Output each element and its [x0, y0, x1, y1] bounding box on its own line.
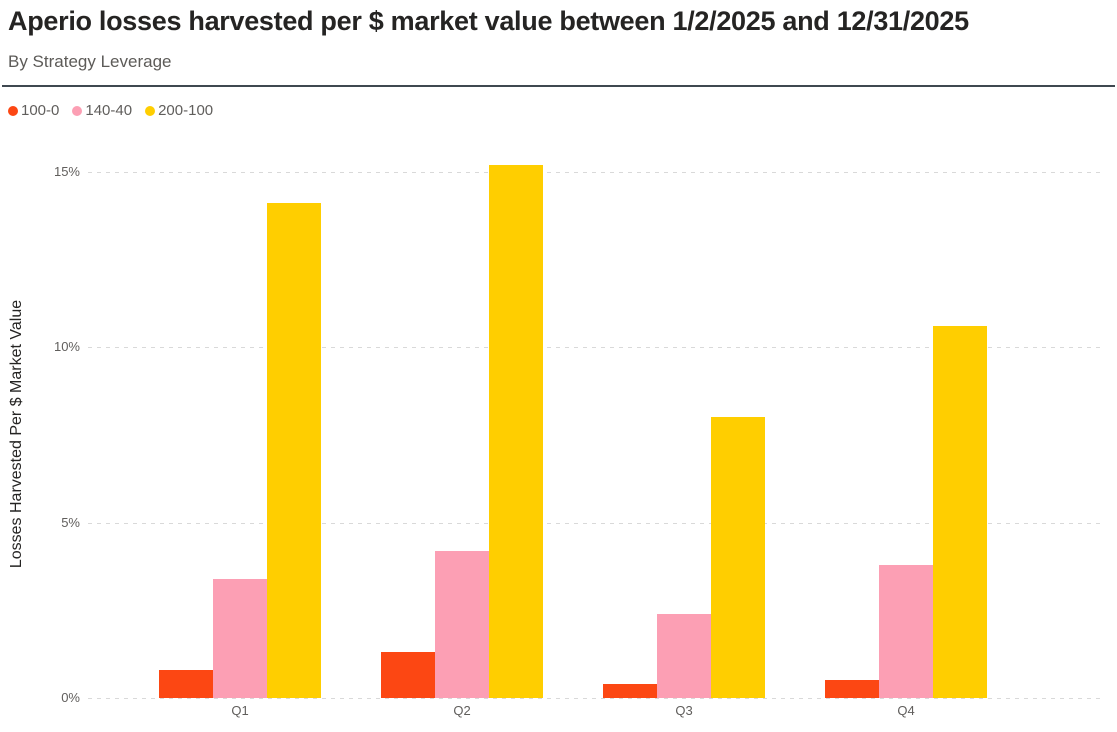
y-axis-tick-0%: 0%: [61, 690, 80, 705]
bar-q2-140-40[interactable]: [435, 551, 489, 698]
chart-legend: 100-0 140-40 200-100: [8, 102, 213, 119]
x-axis-label-q3: Q3: [675, 703, 693, 718]
bar-q2-100-0[interactable]: [381, 652, 435, 698]
legend-label: 140-40: [85, 102, 133, 119]
chart-subtitle: By Strategy Leverage: [8, 52, 172, 71]
bar-q3-100-0[interactable]: [603, 684, 657, 698]
bar-q4-200-100[interactable]: [933, 326, 987, 698]
y-axis-tick-10%: 10%: [53, 339, 80, 355]
bar-q1-140-40[interactable]: [213, 579, 267, 698]
legend-item-100-0[interactable]: 100-0: [8, 102, 59, 119]
bar-q3-200-100[interactable]: [711, 417, 765, 698]
legend-item-140-40[interactable]: 140-40: [72, 102, 132, 119]
gridline-10%: [88, 347, 1100, 349]
legend-label: 200-100: [158, 102, 214, 119]
bar-q3-140-40[interactable]: [657, 614, 711, 698]
bar-q4-140-40[interactable]: [879, 565, 933, 698]
gridline-15%: [88, 171, 1100, 173]
legend-item-200-100[interactable]: 200-100: [145, 102, 213, 119]
bar-q1-100-0[interactable]: [159, 670, 213, 698]
legend-dot-icon: [8, 105, 18, 116]
x-axis-label-q2: Q2: [453, 703, 471, 718]
x-axis-label-q4: Q4: [897, 703, 915, 718]
y-axis-title: Losses Harvested Per $ Market Value: [8, 299, 25, 569]
legend-dot-icon: [145, 105, 156, 116]
y-axis-tick-5%: 5%: [61, 514, 80, 530]
legend-label: 100-0: [21, 102, 60, 119]
gridline-5%: [88, 522, 1100, 524]
x-axis-label-q1: Q1: [231, 703, 249, 718]
header-divider: [2, 85, 1115, 87]
legend-dot-icon: [72, 105, 83, 116]
y-axis-tick-15%: 15%: [53, 163, 80, 179]
gridline-0%: [88, 698, 1100, 699]
bar-q2-200-100[interactable]: [489, 165, 543, 698]
chart-title: Aperio losses harvested per $ market val…: [8, 6, 969, 36]
bar-q1-200-100[interactable]: [267, 203, 321, 698]
bar-q4-100-0[interactable]: [825, 680, 879, 698]
